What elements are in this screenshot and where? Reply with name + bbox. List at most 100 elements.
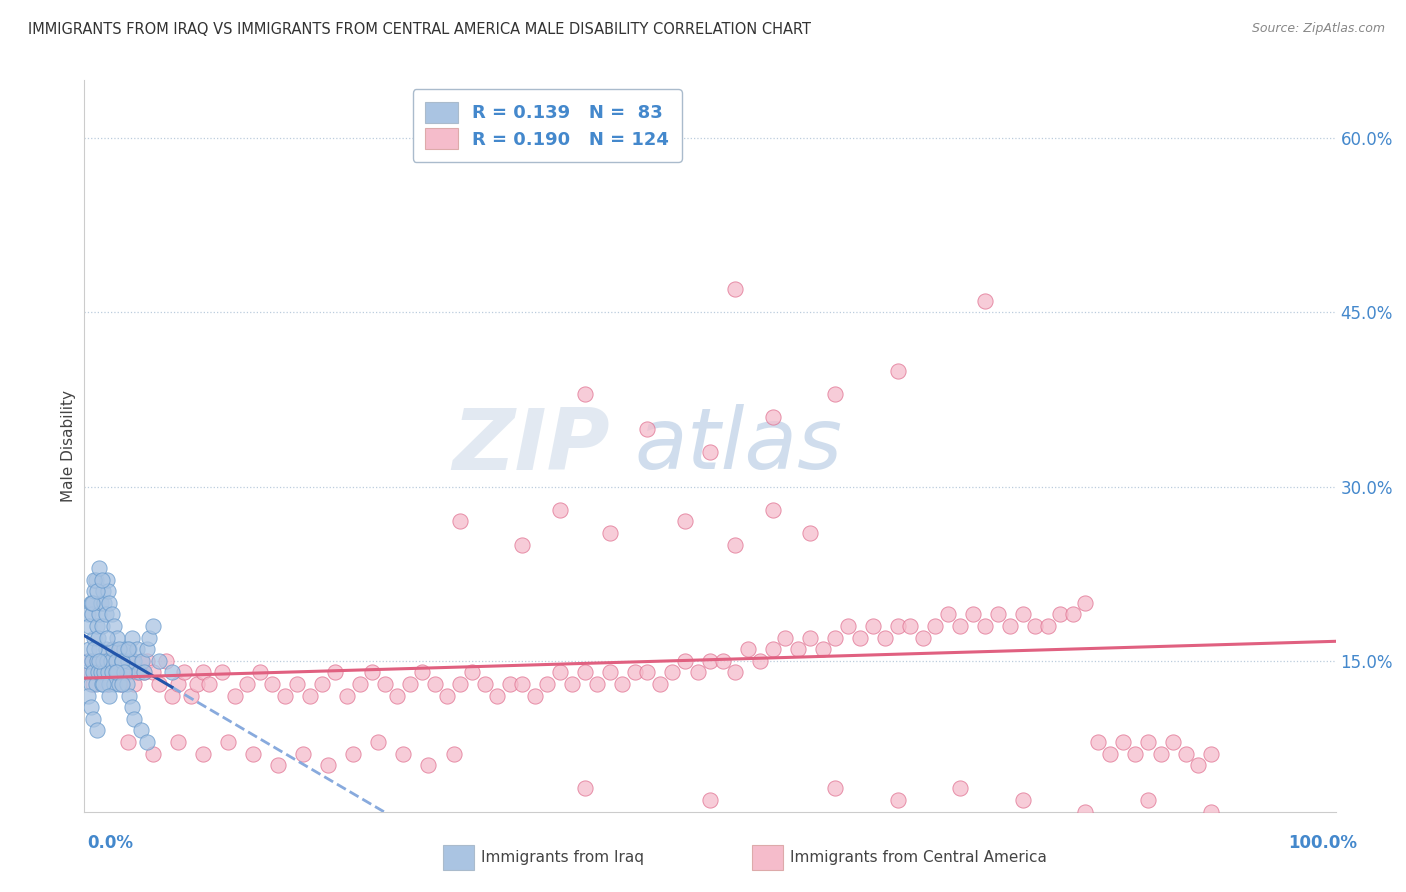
Point (673, 654, 696, 668)
Point (849, 631, 872, 645)
Point (104, 654, 127, 668)
Point (262, 677, 284, 691)
Point (699, 445, 721, 459)
Point (974, 619, 997, 633)
Point (121, 631, 143, 645)
Point (90, 573, 112, 587)
Point (136, 735, 159, 749)
Point (89, 654, 111, 668)
Point (724, 665, 747, 680)
Point (1112, 735, 1135, 749)
Point (474, 677, 496, 691)
Point (80, 607, 103, 622)
Point (117, 654, 139, 668)
Point (90, 677, 112, 691)
Point (105, 665, 128, 680)
Point (637, 665, 659, 680)
Point (117, 735, 139, 749)
Point (86, 619, 108, 633)
Point (336, 689, 359, 703)
Point (449, 677, 471, 691)
Point (134, 665, 156, 680)
Point (111, 654, 134, 668)
Point (1024, 619, 1046, 633)
Point (104, 665, 127, 680)
Point (86, 654, 108, 668)
Point (138, 631, 160, 645)
Point (342, 747, 364, 761)
Point (121, 654, 143, 668)
Point (103, 619, 125, 633)
Point (548, 665, 571, 680)
Point (77, 654, 100, 668)
Point (114, 654, 136, 668)
Point (89, 561, 111, 575)
Point (142, 665, 165, 680)
Point (762, 409, 785, 424)
Point (811, 642, 834, 657)
Point (385, 689, 409, 703)
Point (612, 677, 634, 691)
Point (86, 723, 108, 738)
Point (875, 631, 897, 645)
Point (418, 758, 440, 772)
Point (136, 642, 159, 657)
Point (824, 781, 846, 796)
Point (862, 619, 884, 633)
Point (80, 654, 103, 668)
Point (129, 654, 152, 668)
Point (512, 677, 534, 691)
Point (773, 631, 796, 645)
Point (887, 619, 910, 633)
Point (292, 747, 315, 761)
Point (898, 619, 921, 633)
Point (90, 665, 112, 680)
Point (167, 735, 190, 749)
Point (224, 689, 246, 703)
Point (89, 642, 111, 657)
Point (599, 526, 621, 541)
Point (318, 758, 340, 772)
Text: Source: ZipAtlas.com: Source: ZipAtlas.com (1251, 22, 1385, 36)
Point (96, 631, 118, 645)
Point (724, 282, 747, 296)
Point (887, 793, 910, 807)
Point (411, 665, 433, 680)
Point (111, 654, 134, 668)
Point (86, 654, 108, 668)
Point (79, 642, 101, 657)
Point (80, 596, 103, 610)
Point (443, 747, 465, 761)
Point (523, 689, 546, 703)
Point (142, 619, 165, 633)
Text: atlas: atlas (636, 404, 844, 488)
Text: Immigrants from Central America: Immigrants from Central America (790, 850, 1047, 864)
Point (108, 677, 131, 691)
Point (180, 689, 202, 703)
Point (1000, 619, 1022, 633)
Point (349, 677, 371, 691)
Point (124, 677, 146, 691)
Point (90, 596, 112, 610)
Point (82, 712, 104, 726)
Point (134, 665, 156, 680)
Point (84, 677, 107, 691)
Point (77, 654, 100, 668)
Point (96, 677, 118, 691)
Point (936, 607, 959, 622)
Y-axis label: Male Disability: Male Disability (60, 390, 76, 502)
Point (90, 619, 112, 633)
Point (148, 654, 170, 668)
Point (1187, 758, 1209, 772)
Point (837, 619, 859, 633)
Point (101, 607, 124, 622)
Point (987, 607, 1010, 622)
Point (121, 700, 143, 714)
Point (91, 584, 114, 599)
Point (699, 793, 721, 807)
Point (1074, 805, 1097, 819)
Point (911, 631, 934, 645)
Point (101, 642, 124, 657)
Point (1199, 805, 1222, 819)
Point (83, 584, 105, 599)
